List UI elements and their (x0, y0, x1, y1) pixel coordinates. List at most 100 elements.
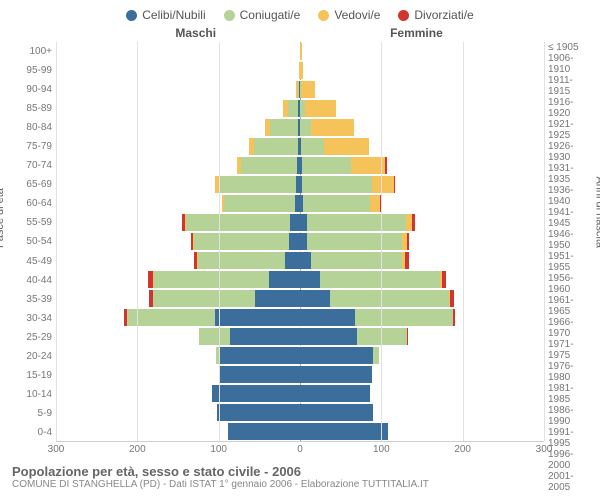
female-bar (300, 119, 544, 136)
bar-segment (303, 195, 370, 212)
x-tick-label: 200 (454, 444, 471, 455)
age-label: 25-29 (12, 328, 56, 347)
pyramid-row (56, 61, 544, 80)
pyramid-row (56, 213, 544, 232)
bar-segment (300, 385, 370, 402)
legend-item: Coniugati/e (224, 8, 301, 22)
legend-swatch-icon (224, 10, 235, 21)
male-bar (56, 176, 300, 193)
pyramid-row (56, 42, 544, 61)
bar-segment (302, 176, 371, 193)
legend-swatch-icon (126, 10, 137, 21)
female-bar (300, 271, 544, 288)
pyramid-row (56, 194, 544, 213)
legend-swatch-icon (398, 10, 409, 21)
bar-segment (270, 119, 298, 136)
age-label: 85-89 (12, 99, 56, 118)
bar-segment (300, 290, 330, 307)
x-tick-label: 100 (373, 444, 390, 455)
age-label: 95-99 (12, 61, 56, 80)
birth-label: 1941-1945 (544, 207, 588, 229)
female-bar (300, 252, 544, 269)
female-bar (300, 195, 544, 212)
bar-segment (224, 195, 296, 212)
pyramid-row (56, 99, 544, 118)
bar-segment (212, 385, 300, 402)
male-bar (56, 347, 300, 364)
age-label: 60-64 (12, 194, 56, 213)
bar-segment (300, 43, 302, 60)
birth-label: 1931-1935 (544, 163, 588, 185)
female-bar (300, 328, 544, 345)
birth-label: 1916-1920 (544, 97, 588, 119)
birth-label: 1951-1955 (544, 251, 588, 273)
male-bar (56, 62, 300, 79)
age-label: 65-69 (12, 175, 56, 194)
bar-segment (301, 81, 315, 98)
female-bar (300, 309, 544, 326)
y-axis-right-label: Anni di nascita (594, 176, 600, 248)
pyramid-row (56, 270, 544, 289)
age-label: 15-19 (12, 366, 56, 385)
female-bar (300, 157, 544, 174)
bar-segment (288, 100, 299, 117)
birth-label: 1981-1985 (544, 383, 588, 405)
bar-segment (412, 214, 414, 231)
birth-label: 2001-2005 (544, 471, 588, 493)
age-label: 0-4 (12, 423, 56, 442)
birth-label: 1906-1910 (544, 53, 588, 75)
bar-segment (154, 271, 269, 288)
bar-segment (199, 328, 230, 345)
male-bar (56, 195, 300, 212)
male-bar (56, 404, 300, 421)
male-bar (56, 43, 300, 60)
pyramid-row (56, 118, 544, 137)
bar-segment (311, 119, 353, 136)
bar-segment (300, 119, 311, 136)
bar-segment (453, 309, 455, 326)
bar-segment (405, 252, 409, 269)
bar-segment (300, 271, 320, 288)
birth-label: 1926-1930 (544, 141, 588, 163)
female-bar (300, 214, 544, 231)
gridline (219, 42, 220, 441)
male-bar (56, 157, 300, 174)
female-bar (300, 43, 544, 60)
female-bar (300, 366, 544, 383)
pyramid-row (56, 384, 544, 403)
pyramid-chart: Celibi/NubiliConiugati/eVedovi/eDivorzia… (0, 0, 600, 500)
gridline (381, 42, 382, 441)
bar-segment (373, 347, 379, 364)
bar-segment (300, 252, 311, 269)
age-label: 100+ (12, 42, 56, 61)
bar-segment (289, 233, 300, 250)
female-bar (300, 81, 544, 98)
bar-segment (300, 366, 372, 383)
age-label: 75-79 (12, 137, 56, 156)
bar-segment (300, 309, 355, 326)
bar-segment (300, 404, 373, 421)
bar-segment (370, 195, 380, 212)
age-label: 45-49 (12, 252, 56, 271)
y-axis-left-label: Fasce di età (0, 188, 6, 248)
legend-item: Celibi/Nubili (126, 8, 205, 22)
bar-segment (307, 233, 403, 250)
bar-segment (324, 138, 369, 155)
pyramid-row (56, 137, 544, 156)
male-bar (56, 290, 300, 307)
legend-label: Coniugati/e (240, 8, 301, 22)
female-bar (300, 347, 544, 364)
bar-segment (407, 328, 408, 345)
age-label: 70-74 (12, 156, 56, 175)
bar-segment (269, 271, 300, 288)
female-bar (300, 138, 544, 155)
age-label: 30-34 (12, 309, 56, 328)
bar-segment (300, 423, 388, 440)
birth-label: 1946-1950 (544, 229, 588, 251)
female-bar (300, 290, 544, 307)
legend-swatch-icon (318, 10, 329, 21)
bar-segment (198, 252, 286, 269)
birth-label: 1911-1915 (544, 75, 588, 97)
gridline (56, 42, 57, 441)
male-bar (56, 271, 300, 288)
